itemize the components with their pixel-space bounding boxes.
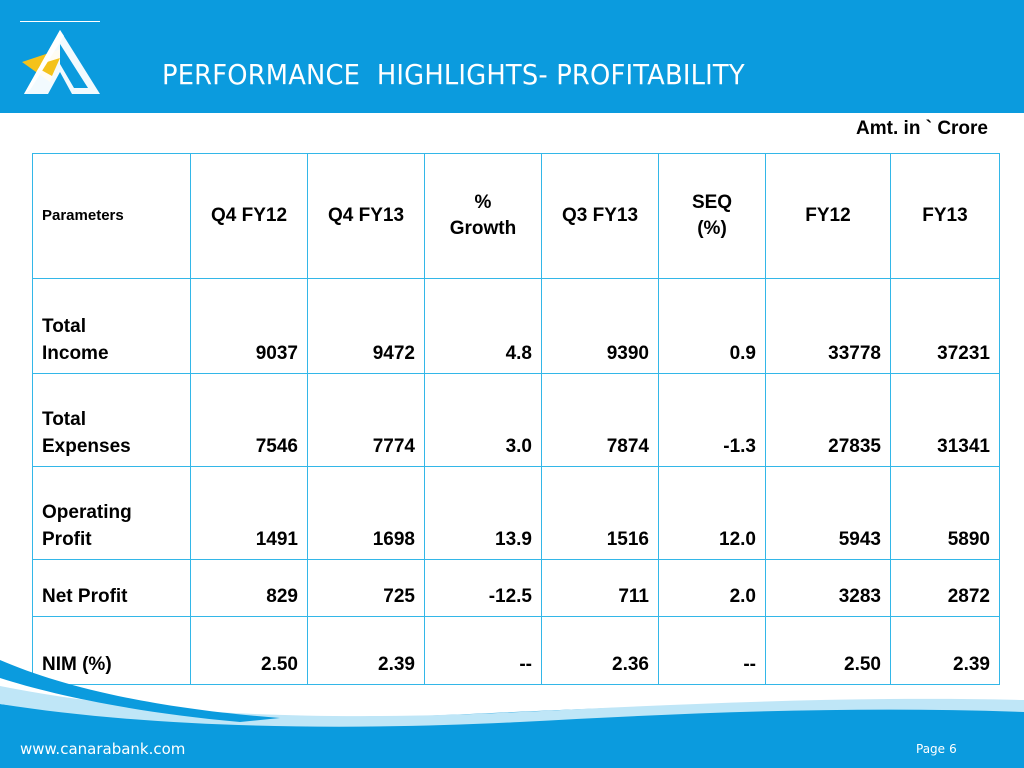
logo-triangle-icon <box>22 30 100 94</box>
row-label-line: Operating <box>42 502 132 523</box>
table-cell: 27835 <box>765 373 891 467</box>
table-cell: 711 <box>541 559 659 617</box>
row-label-line: Income <box>42 343 109 364</box>
row-label-line: Total <box>42 409 86 430</box>
footer-wave <box>0 660 1024 768</box>
table-cell: -- <box>658 616 766 685</box>
header-bar: PERFORMANCE HIGHLIGHTS- PROFITABILITY <box>0 0 1024 113</box>
page-number: Page 6 <box>912 742 957 756</box>
table-cell: 0.9 <box>658 278 766 374</box>
table-cell: 1516 <box>541 466 659 560</box>
table-cell: 829 <box>190 559 308 617</box>
table-row: NIM (%) 2.50 2.39 -- 2.36 -- 2.50 2.39 <box>32 616 1000 685</box>
table-row: Net Profit 829 725 -12.5 711 2.0 3283 28… <box>32 559 1000 617</box>
table-cell: 12.0 <box>658 466 766 560</box>
row-label-operating-profit: Operating Profit <box>32 466 191 560</box>
table-row: Operating Profit 1491 1698 13.9 1516 12.… <box>32 466 1000 560</box>
table-cell: 9472 <box>307 278 425 374</box>
table-header-row: Parameters Q4 FY12 Q4 FY13 % Growth Q3 F… <box>32 153 1000 279</box>
amount-unit-note: Amt. in ` Crore <box>856 118 988 139</box>
table-cell: 7546 <box>190 373 308 467</box>
footer-website-link[interactable]: www.canarabank.com <box>20 740 186 758</box>
table-row: Total Expenses 7546 7774 3.0 7874 -1.3 2… <box>32 373 1000 467</box>
table-cell: -12.5 <box>424 559 542 617</box>
header-fy13: FY13 <box>890 153 1000 279</box>
table-cell: 3.0 <box>424 373 542 467</box>
row-label-total-income: Total Income <box>32 278 191 374</box>
table-cell: 1491 <box>190 466 308 560</box>
table-cell: 1698 <box>307 466 425 560</box>
row-label-line: Profit <box>42 529 92 550</box>
header-growth: % Growth <box>424 153 542 279</box>
header-seq: SEQ (%) <box>658 153 766 279</box>
header-q3-fy13: Q3 FY13 <box>541 153 659 279</box>
page-label: Page <box>916 742 946 756</box>
table-cell: 9390 <box>541 278 659 374</box>
page-title: PERFORMANCE HIGHLIGHTS- PROFITABILITY <box>162 58 745 91</box>
table-cell: 7774 <box>307 373 425 467</box>
table-cell: 2872 <box>890 559 1000 617</box>
table-cell: 2.50 <box>765 616 891 685</box>
header-growth-line2: Growth <box>449 218 517 239</box>
table-cell: 2.36 <box>541 616 659 685</box>
row-label-total-expenses: Total Expenses <box>32 373 191 467</box>
profitability-table: Parameters Q4 FY12 Q4 FY13 % Growth Q3 F… <box>32 153 1000 685</box>
header-q4-fy13: Q4 FY13 <box>307 153 425 279</box>
header-fy12: FY12 <box>765 153 891 279</box>
row-label-line: Expenses <box>42 436 131 457</box>
table-row: Total Income 9037 9472 4.8 9390 0.9 3377… <box>32 278 1000 374</box>
table-cell: 37231 <box>890 278 1000 374</box>
table-cell: 31341 <box>890 373 1000 467</box>
table-cell: 5890 <box>890 466 1000 560</box>
header-q4-fy12: Q4 FY12 <box>190 153 308 279</box>
table-cell: 2.50 <box>190 616 308 685</box>
header-seq-line2: (%) <box>697 218 727 239</box>
row-label-line: Total <box>42 316 86 337</box>
table-cell: 725 <box>307 559 425 617</box>
table-cell: 9037 <box>190 278 308 374</box>
table-cell: 4.8 <box>424 278 542 374</box>
header-parameters: Parameters <box>32 153 191 279</box>
row-label-net-profit: Net Profit <box>32 559 191 617</box>
header-seq-line1: SEQ <box>691 192 733 213</box>
table-cell: 5943 <box>765 466 891 560</box>
table-cell: -1.3 <box>658 373 766 467</box>
page-number-value: 6 <box>949 742 957 756</box>
table-cell: 13.9 <box>424 466 542 560</box>
table-cell: 2.0 <box>658 559 766 617</box>
table-cell: 3283 <box>765 559 891 617</box>
row-label-nim: NIM (%) <box>32 616 191 685</box>
table-cell: -- <box>424 616 542 685</box>
table-cell: 33778 <box>765 278 891 374</box>
bank-logo <box>20 21 100 101</box>
header-growth-line1: % <box>474 192 492 213</box>
table-cell: 2.39 <box>890 616 1000 685</box>
table-cell: 7874 <box>541 373 659 467</box>
